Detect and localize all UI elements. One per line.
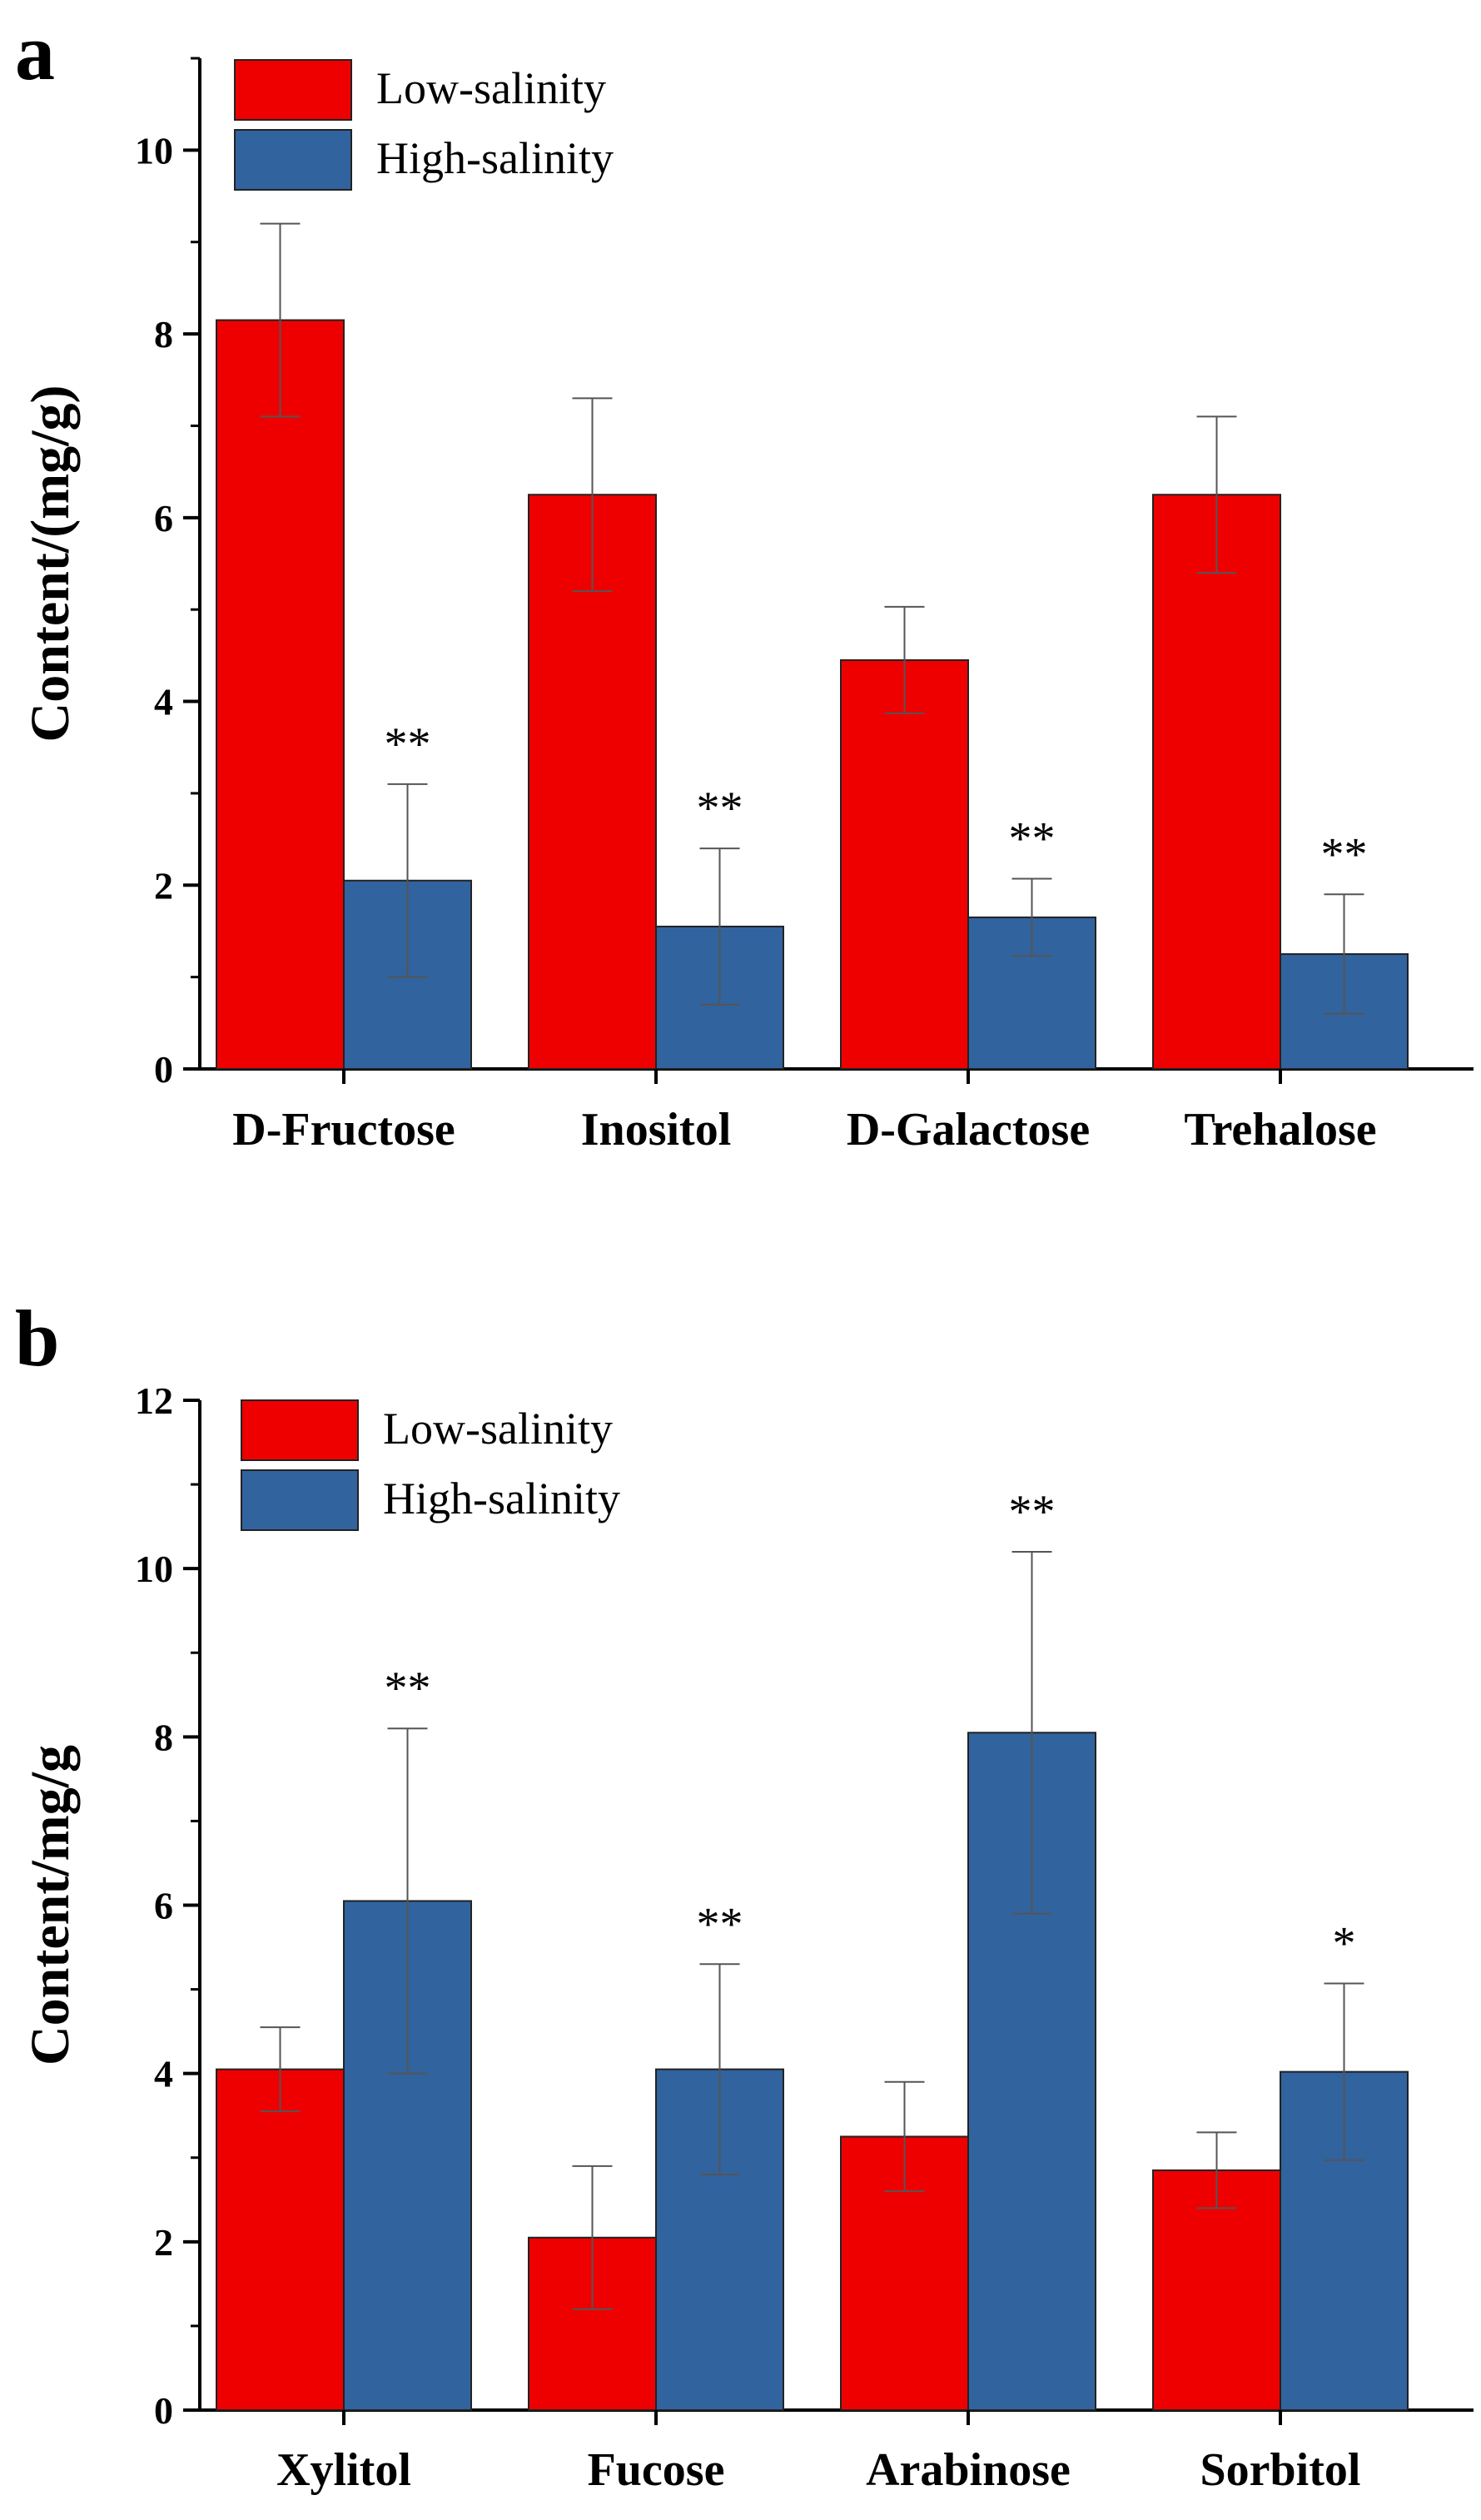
significance-marker: ** xyxy=(385,718,431,770)
y-axis-title: Content/(mg/g) xyxy=(20,385,81,743)
y-tick-label: 6 xyxy=(154,497,173,539)
y-tick-label: 10 xyxy=(135,129,173,171)
x-tick-label: D-Fructose xyxy=(232,1104,455,1156)
bar-low-salinity xyxy=(840,659,969,1071)
legend-label: Low-salinity xyxy=(383,1404,613,1454)
bar-low-salinity xyxy=(216,2068,345,2412)
legend-label: Low-salinity xyxy=(376,63,606,113)
y-tick-label: 6 xyxy=(154,1885,173,1927)
x-tick-label: Xylitol xyxy=(276,2444,411,2496)
y-tick-label: 8 xyxy=(154,313,173,355)
panel-letter: b xyxy=(15,1294,59,1383)
y-tick-label: 10 xyxy=(135,1548,173,1590)
y-tick-label: 8 xyxy=(154,1716,173,1758)
y-axis-title: Content/mg/g xyxy=(20,1745,81,2065)
y-tick-label: 4 xyxy=(154,681,173,723)
significance-marker: ** xyxy=(697,1898,743,1950)
legend-swatch xyxy=(241,1399,359,1461)
significance-marker: ** xyxy=(385,1663,431,1714)
y-tick-label: 0 xyxy=(154,2389,173,2432)
x-tick-label: Trehalose xyxy=(1184,1104,1376,1156)
bar-low-salinity xyxy=(1152,2169,1281,2412)
y-tick-label: 2 xyxy=(154,2221,173,2264)
y-tick-label: 12 xyxy=(135,1379,173,1422)
significance-marker: * xyxy=(1333,1918,1356,1970)
legend-swatch xyxy=(234,129,352,191)
y-tick-label: 4 xyxy=(154,2053,173,2095)
x-tick-label: D-Galactose xyxy=(847,1104,1090,1156)
bar-low-salinity xyxy=(216,319,345,1070)
x-tick-label: Inositol xyxy=(581,1104,732,1156)
y-tick-label: 2 xyxy=(154,864,173,907)
x-tick-label: Arabinose xyxy=(866,2444,1071,2496)
chart-panel-a: a 0 2 4 6 8 10 Content/(mg/g) ** D-Fructose ** Inos… xyxy=(15,7,1474,1156)
significance-marker: ** xyxy=(1321,828,1368,880)
x-tick-label: Sorbitol xyxy=(1200,2444,1361,2496)
significance-marker: ** xyxy=(1009,813,1056,865)
legend-label: High-salinity xyxy=(376,133,614,183)
panel-letter: a xyxy=(15,7,55,97)
x-tick-label: Fucose xyxy=(588,2444,725,2496)
legend-swatch xyxy=(234,59,352,121)
legend-swatch xyxy=(241,1469,359,1531)
bar-low-salinity xyxy=(1152,494,1281,1070)
y-tick-label: 0 xyxy=(154,1048,173,1091)
significance-marker: ** xyxy=(697,783,743,834)
chart-panel-b: b 0 2 4 6 8 10 12 Content/mg/g ** Xylitol ** Fucose *… xyxy=(15,1294,1474,2496)
legend-label: High-salinity xyxy=(383,1474,620,1523)
significance-marker: ** xyxy=(1009,1486,1056,1538)
